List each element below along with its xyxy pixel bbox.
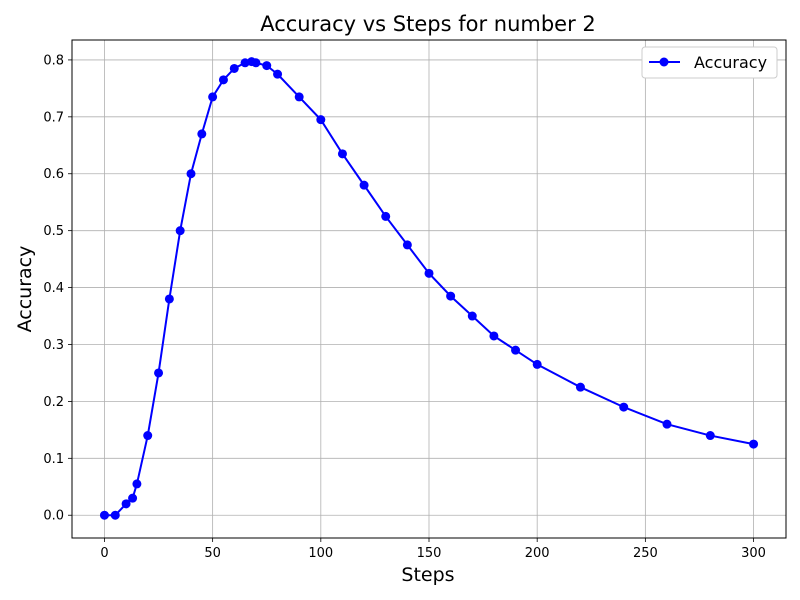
series-layer bbox=[99, 57, 759, 520]
y-tick-label: 0.5 bbox=[43, 224, 64, 239]
y-tick-label: 0.0 bbox=[43, 509, 64, 524]
data-point bbox=[110, 510, 120, 520]
data-point bbox=[424, 268, 434, 278]
data-point bbox=[121, 499, 131, 509]
data-point bbox=[164, 294, 174, 304]
x-tick-label: 150 bbox=[417, 546, 442, 561]
data-point bbox=[186, 169, 196, 179]
y-tick-label: 0.3 bbox=[43, 338, 64, 353]
data-point bbox=[575, 382, 585, 392]
data-point bbox=[294, 92, 304, 102]
data-point bbox=[175, 226, 185, 236]
data-point bbox=[208, 92, 218, 102]
chart-title: Accuracy vs Steps for number 2 bbox=[260, 12, 596, 36]
legend-box bbox=[641, 46, 778, 79]
data-point bbox=[229, 63, 239, 73]
legend-label-accuracy: Accuracy bbox=[694, 53, 767, 72]
ticks-layer: 0 50 100 150 200 250 300 0.0 0.1 0.2 0.3 0.4 0.5 0.6 0… bbox=[43, 53, 766, 561]
data-point bbox=[662, 419, 672, 429]
data-point bbox=[143, 431, 153, 441]
data-point bbox=[99, 510, 109, 520]
data-point bbox=[251, 58, 261, 68]
y-tick-label: 0.8 bbox=[43, 53, 64, 68]
data-point bbox=[446, 291, 456, 301]
data-point bbox=[132, 479, 142, 489]
data-point bbox=[511, 345, 521, 355]
x-tick-label: 100 bbox=[308, 546, 333, 561]
x-tick-label: 200 bbox=[525, 546, 550, 561]
x-tick-label: 0 bbox=[100, 546, 108, 561]
data-point bbox=[337, 149, 347, 159]
data-point bbox=[359, 180, 369, 190]
data-point bbox=[218, 75, 228, 85]
y-tick-label: 0.2 bbox=[43, 395, 64, 410]
data-point bbox=[705, 431, 715, 441]
data-point bbox=[381, 211, 391, 221]
x-tick-label: 250 bbox=[633, 546, 658, 561]
data-point bbox=[154, 368, 164, 378]
y-tick-label: 0.1 bbox=[43, 452, 64, 467]
y-tick-label: 0.4 bbox=[43, 281, 64, 296]
data-point bbox=[467, 311, 477, 321]
data-point bbox=[273, 69, 283, 79]
y-tick-label: 0.7 bbox=[43, 110, 64, 125]
y-tick-label: 0.6 bbox=[43, 167, 64, 182]
data-point bbox=[262, 61, 272, 71]
data-point bbox=[532, 359, 542, 369]
legend-marker-accuracy bbox=[659, 57, 669, 67]
legend: Accuracy bbox=[641, 46, 778, 79]
data-point bbox=[619, 402, 629, 412]
x-tick-label: 300 bbox=[741, 546, 766, 561]
data-point bbox=[197, 129, 207, 139]
data-point bbox=[402, 240, 412, 250]
x-axis-label: Steps bbox=[401, 564, 454, 586]
y-axis-label: Accuracy bbox=[14, 246, 36, 333]
data-point bbox=[128, 493, 138, 503]
data-point bbox=[749, 439, 759, 449]
data-point bbox=[316, 115, 326, 125]
x-tick-label: 50 bbox=[204, 546, 221, 561]
data-point bbox=[489, 331, 499, 341]
